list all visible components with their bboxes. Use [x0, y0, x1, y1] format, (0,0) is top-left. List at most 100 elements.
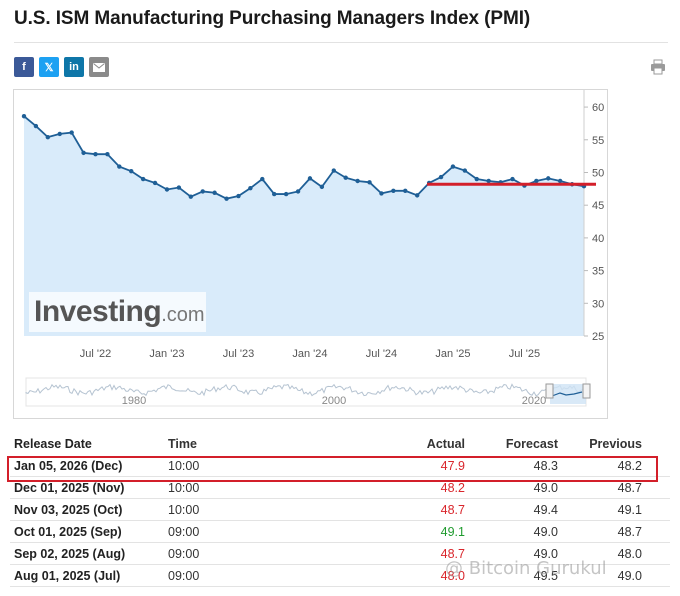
navigator-handle-left[interactable]: [545, 383, 554, 399]
table-row: Oct 01, 2025 (Sep) 09:00 49.1 49.0 48.7: [10, 521, 670, 543]
title-divider: [14, 42, 668, 43]
linkedin-share-button[interactable]: in: [64, 57, 84, 77]
release-date: Aug 01, 2025 (Jul): [14, 569, 121, 583]
data-point: [140, 176, 146, 182]
table-row: Nov 03, 2025 (Oct) 10:00 48.7 49.4 49.1: [10, 499, 670, 521]
data-point: [248, 185, 253, 191]
data-point: [438, 174, 444, 180]
data-point: [319, 184, 325, 190]
y-tick-label: 55: [592, 135, 604, 147]
actual-value: 47.9: [440, 459, 465, 473]
previous-value: 48.7: [617, 525, 642, 539]
data-point: [343, 175, 348, 180]
navigator-selection-line: [551, 391, 583, 397]
data-point: [474, 176, 479, 182]
x-tick-label: Jan '23: [149, 348, 184, 360]
release-date: Jan 05, 2026 (Dec): [14, 459, 123, 473]
release-table: Release Date Time Actual Forecast Previo…: [10, 433, 670, 587]
table-row: Dec 01, 2025 (Nov) 10:00 48.2 49.0 48.7: [10, 477, 670, 499]
release-date: Nov 03, 2025 (Oct): [14, 503, 123, 517]
investing-logo: Investing .com: [29, 292, 206, 332]
data-point: [236, 193, 241, 199]
area-fill: [24, 116, 584, 336]
data-point: [260, 176, 265, 182]
data-point: [546, 176, 551, 181]
data-point: [355, 178, 360, 184]
actual-value: 48.0: [440, 569, 465, 583]
x-tick-label: Jul '22: [80, 348, 111, 360]
data-point: [45, 134, 51, 140]
navigator-handle-right[interactable]: [582, 383, 591, 399]
data-point: [188, 194, 194, 199]
data-point: [510, 176, 515, 182]
pmi-line-chart[interactable]: 25 30 35 40 45 50 55 60 Jul '22 Jan '23 Jul '23 Jan…: [14, 90, 609, 420]
data-point: [295, 189, 301, 194]
twitter-share-button[interactable]: 𝕏: [39, 57, 59, 77]
release-time: 10:00: [168, 459, 200, 473]
chart-container[interactable]: 25 30 35 40 45 50 55 60 Jul '22 Jan '23 Jul '23 Jan…: [13, 89, 608, 419]
data-point: [403, 188, 408, 193]
release-date: Sep 02, 2025 (Aug): [14, 547, 126, 561]
table-row: Aug 01, 2025 (Jul) 09:00 48.0 49.5 49.0: [10, 565, 670, 587]
data-point: [164, 187, 170, 192]
logo-domain: .com: [161, 304, 205, 326]
y-tick-label: 40: [592, 233, 604, 245]
release-time: 10:00: [168, 481, 200, 495]
forecast-value: 49.4: [533, 503, 558, 517]
logo-wordmark: Investing: [34, 295, 162, 328]
data-point: [391, 188, 396, 193]
release-time: 10:00: [168, 503, 200, 517]
release-time: 09:00: [168, 525, 200, 539]
actual-value: 48.7: [440, 503, 465, 517]
header-time[interactable]: Time: [168, 437, 197, 451]
navigator-selection: [550, 384, 586, 404]
data-point: [33, 123, 39, 129]
release-date: Oct 01, 2025 (Sep): [14, 525, 122, 539]
data-point: [272, 191, 277, 197]
header-previous[interactable]: Previous: [589, 437, 642, 451]
navigator-series: [25, 383, 587, 397]
navigator-label: 2000: [322, 395, 346, 407]
print-button[interactable]: [650, 59, 666, 75]
data-point: [117, 164, 122, 169]
data-point: [69, 130, 74, 135]
x-tick-label: Jan '24: [292, 348, 327, 360]
data-point: [81, 150, 86, 156]
table-row: Jan 05, 2026 (Dec) 10:00 47.9 48.3 48.2: [10, 455, 670, 477]
data-point: [21, 114, 27, 119]
header-release-date[interactable]: Release Date: [14, 437, 92, 451]
email-share-button[interactable]: [89, 57, 109, 77]
previous-value: 48.0: [617, 547, 642, 561]
release-time: 09:00: [168, 547, 200, 561]
data-point: [224, 196, 229, 201]
header-actual[interactable]: Actual: [426, 437, 465, 451]
page-title: U.S. ISM Manufacturing Purchasing Manage…: [14, 8, 531, 29]
data-point: [212, 190, 217, 195]
forecast-value: 48.3: [533, 459, 558, 473]
forecast-value: 49.0: [533, 481, 558, 495]
data-point: [414, 193, 420, 198]
y-tick-label: 60: [592, 102, 604, 114]
previous-value: 48.7: [617, 481, 642, 495]
previous-value: 49.0: [617, 569, 642, 583]
release-date: Dec 01, 2025 (Nov): [14, 481, 125, 495]
x-tick-label: Jul '23: [223, 348, 254, 360]
data-point: [331, 168, 336, 173]
data-point: [152, 180, 158, 186]
actual-value: 48.2: [440, 481, 465, 495]
data-point: [93, 151, 98, 157]
data-point: [176, 185, 182, 190]
data-point: [557, 178, 563, 184]
forecast-value: 49.0: [533, 547, 558, 561]
y-tick-label: 25: [592, 331, 604, 343]
forecast-value: 49.5: [533, 569, 558, 583]
data-point: [200, 189, 205, 194]
watermark-text: @ Bitcoin Gurukul: [445, 558, 607, 579]
facebook-share-button[interactable]: f: [14, 57, 34, 77]
header-forecast[interactable]: Forecast: [505, 437, 558, 451]
data-point: [450, 164, 456, 169]
printer-icon: [651, 59, 665, 75]
y-tick-label: 30: [592, 298, 604, 310]
data-point: [534, 178, 539, 184]
navigator-label: 1980: [122, 395, 146, 407]
